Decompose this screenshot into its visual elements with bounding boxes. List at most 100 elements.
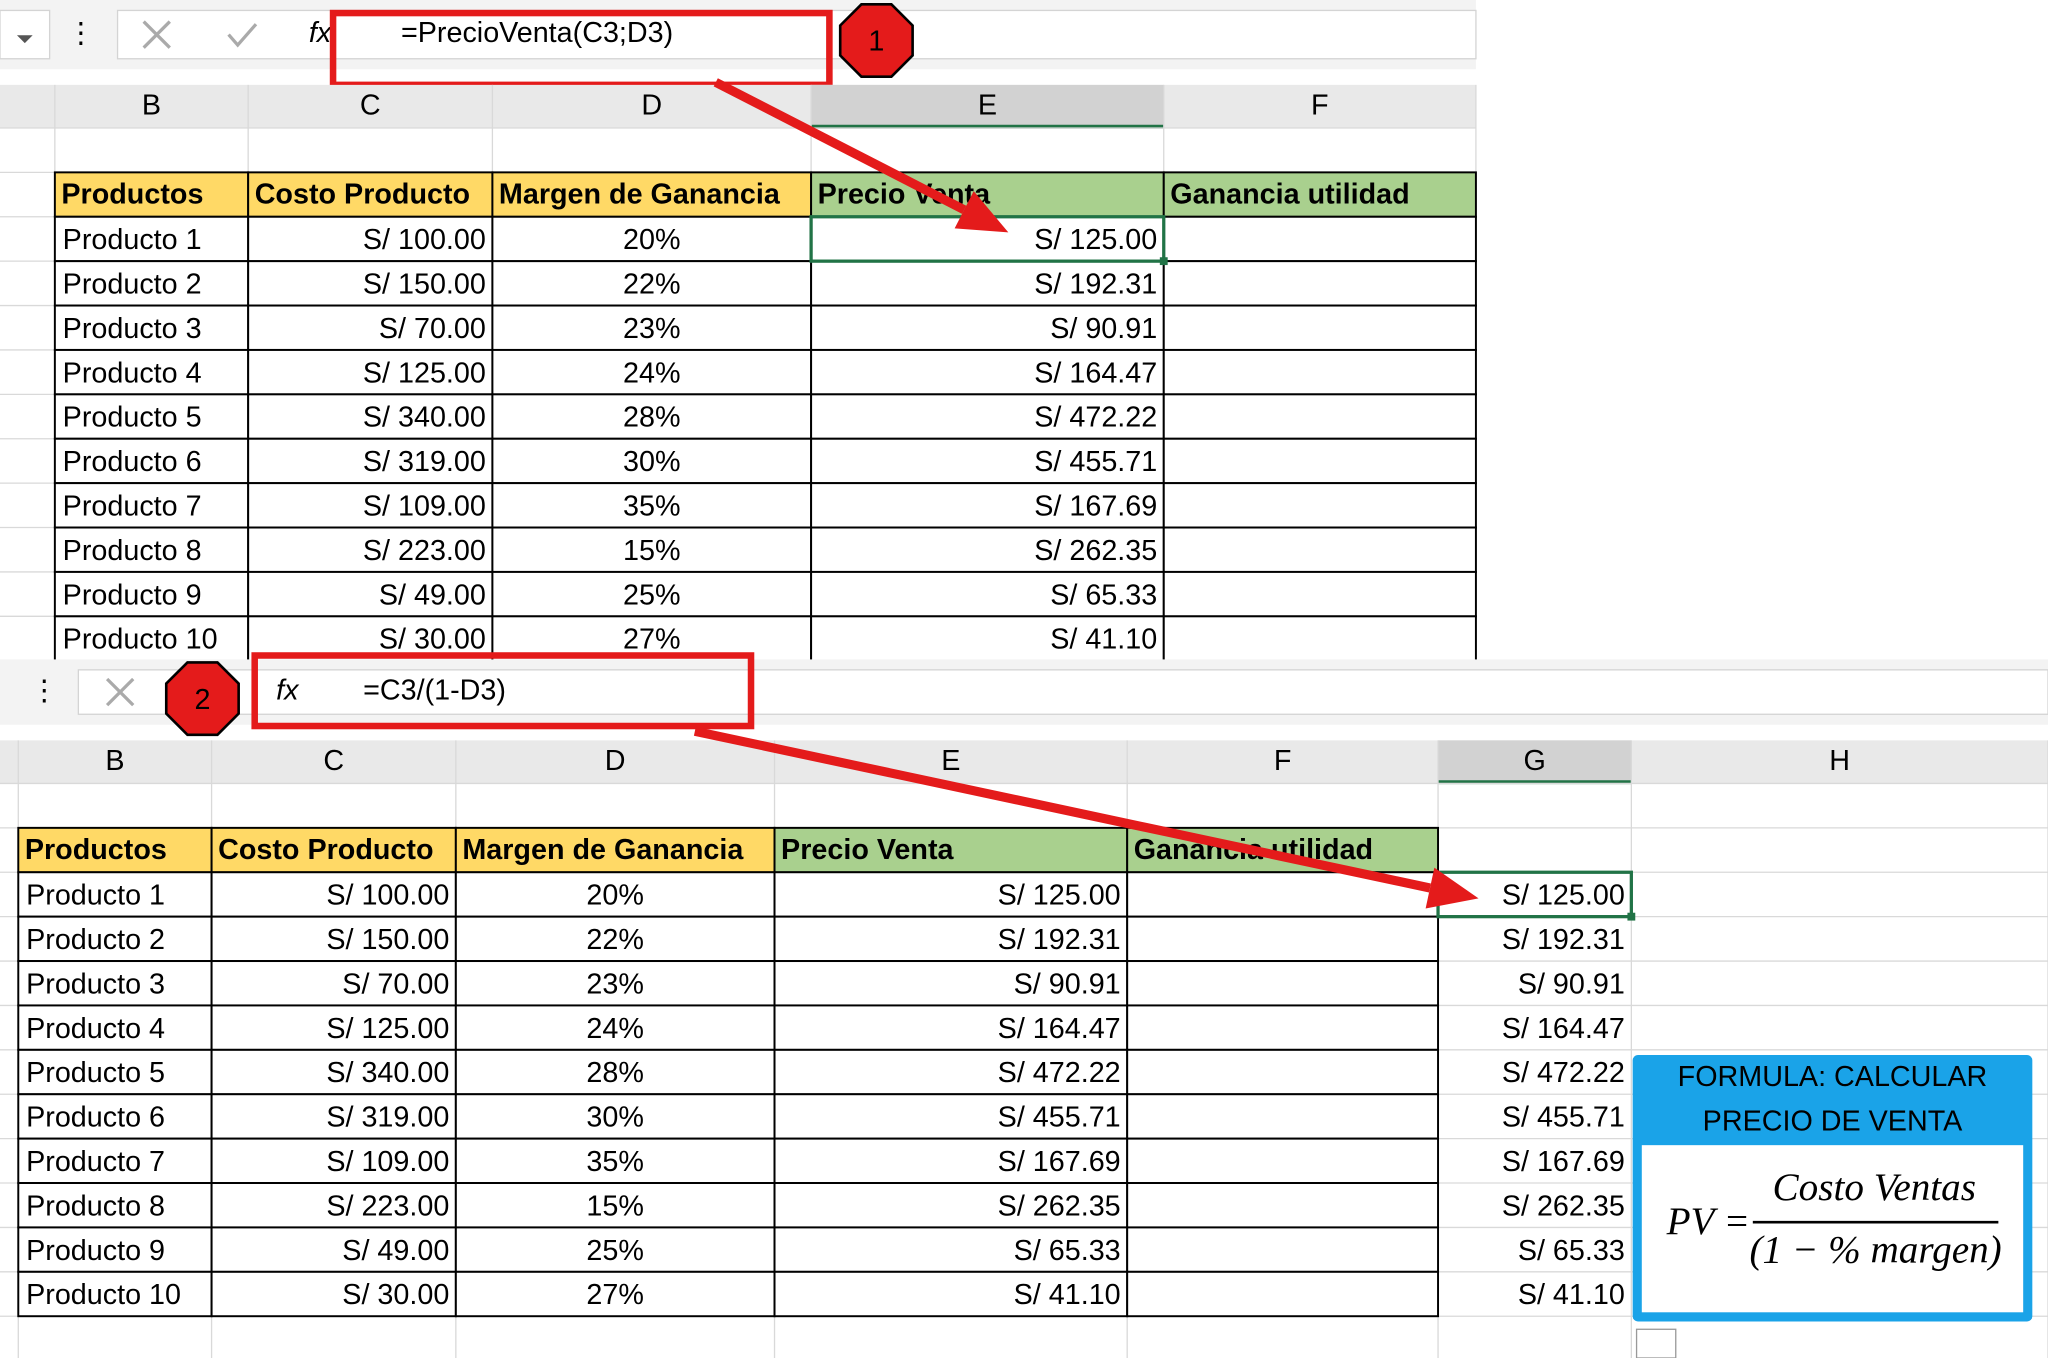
enter-icon[interactable] (227, 23, 258, 48)
table-cell[interactable] (491, 570, 813, 618)
table-cell[interactable] (454, 1137, 776, 1185)
table-cell[interactable] (491, 526, 813, 573)
table-cell[interactable] (247, 215, 494, 263)
table-cell[interactable] (454, 871, 776, 918)
table-cell[interactable] (17, 1270, 213, 1318)
table-cell[interactable] (491, 260, 813, 307)
formula-lhs: PV = (1666, 1200, 1750, 1243)
table-cell[interactable] (810, 615, 1165, 662)
formula-input[interactable] (77, 669, 2048, 715)
table-cell[interactable] (53, 570, 250, 618)
table-cell[interactable] (454, 1226, 776, 1273)
column-letter[interactable]: B (142, 90, 161, 122)
table-cell[interactable] (1126, 915, 1440, 963)
formula-numerator: Costo Ventas (1773, 1166, 1976, 1209)
result-text: S/ 41.10 (1518, 1279, 1625, 1311)
table-cell[interactable] (210, 1137, 457, 1185)
table-cell[interactable] (53, 260, 250, 307)
table-cell[interactable] (53, 526, 250, 573)
header-text: Margen de Ganancia (499, 178, 781, 210)
column-letter[interactable]: C (360, 90, 381, 122)
table-cell[interactable] (773, 1182, 1129, 1229)
table-cell[interactable] (53, 393, 250, 440)
header-cell (1162, 171, 1477, 218)
table-cell[interactable] (491, 348, 813, 396)
table-cell[interactable] (810, 570, 1165, 618)
table-cell[interactable] (454, 1093, 776, 1140)
formula-input[interactable] (116, 9, 1477, 60)
table-cell[interactable] (773, 960, 1129, 1007)
column-letter[interactable]: G (1524, 745, 1546, 777)
cell-text: S/ 472.22 (998, 1057, 1121, 1089)
cell-text: Producto 10 (63, 624, 218, 656)
table-cell[interactable] (454, 1270, 776, 1318)
table-cell[interactable] (1126, 1137, 1440, 1185)
name-box-dropdown[interactable] (0, 9, 51, 60)
table-cell[interactable] (491, 482, 813, 529)
cell-text: S/ 49.00 (379, 579, 486, 611)
table-cell[interactable] (1162, 393, 1477, 440)
table-cell[interactable] (17, 1182, 213, 1229)
table-cell[interactable] (1162, 570, 1477, 618)
table-cell[interactable] (773, 871, 1129, 918)
paste-options[interactable] (1635, 1328, 1677, 1358)
table-cell[interactable] (491, 304, 813, 351)
table-cell[interactable] (210, 915, 457, 963)
table-cell[interactable] (1126, 871, 1440, 918)
table-cell[interactable] (1162, 526, 1477, 573)
table-cell[interactable] (1162, 615, 1477, 662)
table-cell[interactable] (53, 215, 250, 263)
fx-icon: fx (276, 675, 300, 707)
column-header-bar (0, 740, 2048, 784)
cell-text: S/ 340.00 (326, 1057, 449, 1089)
column-letter[interactable]: D (605, 745, 626, 777)
column-letter[interactable]: E (978, 90, 997, 122)
cell-text: S/ 109.00 (326, 1146, 449, 1178)
dots: ⋮ (30, 675, 59, 707)
column-letter[interactable]: H (1829, 745, 1850, 777)
column-letter[interactable]: B (105, 745, 124, 777)
cell-text: S/ 223.00 (326, 1190, 449, 1222)
table-cell[interactable] (810, 348, 1165, 396)
table-cell[interactable] (810, 437, 1165, 485)
cell-text: Producto 8 (26, 1190, 165, 1222)
column-letter[interactable]: F (1274, 745, 1292, 777)
table-cell[interactable] (17, 871, 213, 918)
table-cell[interactable] (1126, 1093, 1440, 1140)
table-cell[interactable] (210, 1048, 457, 1096)
table-cell[interactable] (773, 1270, 1129, 1318)
table-cell[interactable] (53, 482, 250, 529)
table-cell[interactable] (1162, 482, 1477, 529)
cell-text: 15% (586, 1190, 643, 1222)
table-cell[interactable] (1162, 304, 1477, 351)
table-cell[interactable] (1126, 1226, 1440, 1273)
column-letter[interactable]: C (323, 745, 344, 777)
table-cell[interactable] (1126, 1182, 1440, 1229)
cancel-icon[interactable] (142, 20, 171, 49)
table-cell[interactable] (1162, 215, 1477, 263)
table-cell[interactable] (810, 393, 1165, 440)
column-letter[interactable]: D (641, 90, 662, 122)
cell-text: S/ 262.35 (998, 1190, 1121, 1222)
table-cell[interactable] (1162, 437, 1477, 485)
table-cell[interactable] (1162, 348, 1477, 396)
table-cell[interactable] (247, 482, 494, 529)
table-cell[interactable] (210, 1270, 457, 1318)
table-cell[interactable] (17, 960, 213, 1007)
cell-text: S/ 70.00 (342, 968, 449, 1000)
table-cell[interactable] (210, 1093, 457, 1140)
table-cell[interactable] (1126, 1270, 1440, 1318)
column-letter[interactable]: F (1311, 90, 1329, 122)
table-cell[interactable] (247, 348, 494, 396)
table-cell[interactable] (1126, 1004, 1440, 1051)
cell-text: S/ 150.00 (363, 269, 486, 301)
table-cell[interactable] (1126, 960, 1440, 1007)
cancel-icon[interactable] (105, 677, 135, 707)
table-cell[interactable] (810, 304, 1165, 351)
table-cell[interactable] (1162, 260, 1477, 307)
column-letter[interactable]: E (941, 745, 960, 777)
table-cell[interactable] (773, 1226, 1129, 1273)
table-cell[interactable] (773, 1093, 1129, 1140)
table-cell[interactable] (1126, 1048, 1440, 1096)
